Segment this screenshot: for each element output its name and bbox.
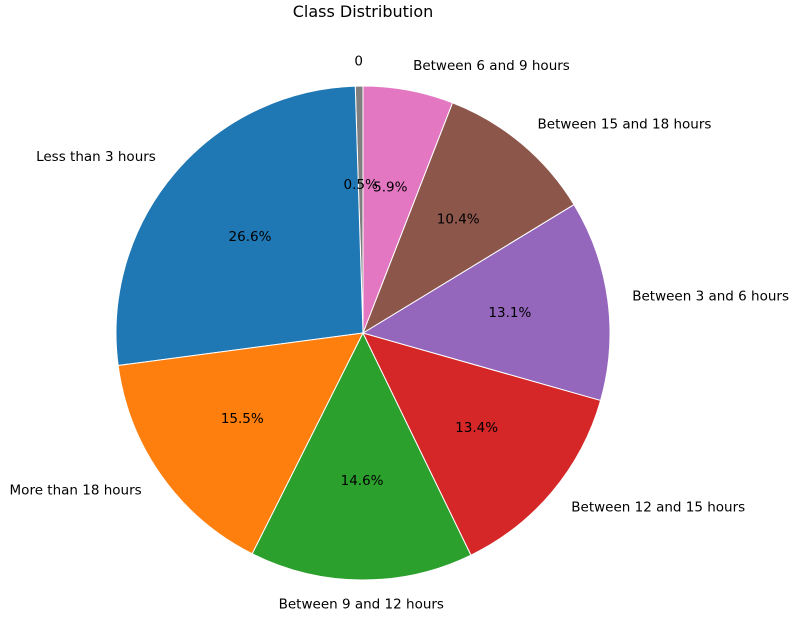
pct-label-between-9-and-12-hours: 14.6% (341, 473, 384, 489)
pie-slice-between-3-and-6-hours (361, 203, 611, 402)
slice-label-more-than-18-hours: More than 18 hours (10, 483, 142, 499)
pct-label-more-than-18-hours: 15.5% (221, 411, 264, 427)
pie-slice-between-6-and-9-hours (362, 85, 454, 334)
pie-slices (115, 85, 611, 581)
slice-labels: 0 Less than 3 hours More than 18 hours Betw… (10, 53, 789, 612)
pie-slice-between-9-and-12-hours (251, 331, 472, 581)
pct-label-between-6-and-9-hours: 5.9% (373, 179, 407, 195)
slice-label-between-6-and-9-hours: Between 6 and 9 hours (413, 58, 570, 74)
slice-label-between-12-and-15-hours: Between 12 and 15 hours (571, 500, 745, 516)
pie-slice-more-than-18-hours (117, 332, 364, 555)
pct-label-between-3-and-6-hours: 13.1% (488, 305, 531, 321)
slice-label-between-15-and-18-hours: Between 15 and 18 hours (538, 117, 712, 133)
chart-title: Class Distribution (293, 2, 434, 21)
pct-label-0: 0.5% (344, 177, 378, 193)
slice-label-between-9-and-12-hours: Between 9 and 12 hours (279, 597, 444, 613)
pie-slice-less-than-3-hours (115, 85, 364, 367)
pct-label-between-15-and-18-hours: 10.4% (437, 211, 480, 227)
pie-slice-between-12-and-15-hours (362, 332, 602, 556)
percent-labels: 0.5% 26.6% 15.5% 14.6% 13.4% 13.1% 10.4% 5.9% (221, 177, 532, 489)
pie-slice-between-15-and-18-hours (361, 102, 575, 335)
pct-label-less-than-3-hours: 26.6% (229, 229, 272, 245)
slice-label-between-3-and-6-hours: Between 3 and 6 hours (632, 288, 789, 304)
slice-label-less-than-3-hours: Less than 3 hours (36, 149, 156, 165)
slice-label-0: 0 (354, 53, 363, 69)
pct-label-between-12-and-15-hours: 13.4% (455, 420, 498, 436)
